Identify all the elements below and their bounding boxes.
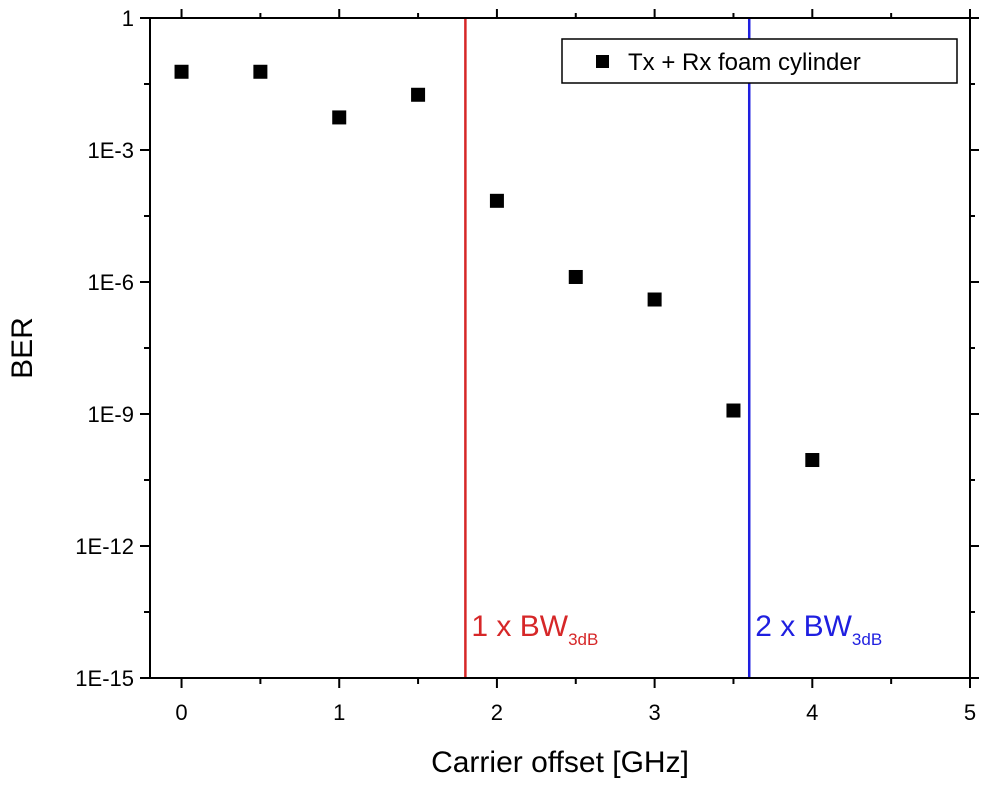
y-tick-label: 1E-12 <box>75 534 134 559</box>
y-tick-label: 1E-3 <box>88 138 134 163</box>
bw-marker-subscript: 3dB <box>852 630 882 649</box>
x-axis-title: Carrier offset [GHz] <box>431 746 689 779</box>
x-tick-label: 4 <box>806 700 818 725</box>
data-points <box>174 64 820 468</box>
data-point <box>411 87 426 102</box>
legend-box <box>561 38 958 84</box>
bw-marker-label-1: 1 x BW3dB <box>471 610 598 649</box>
legend-marker <box>596 55 609 68</box>
annotation-lines: 1 x BW3dB 2 x BW3dB <box>464 18 882 678</box>
y-axis-title: BER <box>6 317 39 379</box>
axis-ticks: 0 1 2 3 4 5 1 1E-3 1E-6 1E-9 1E-12 1E-15 <box>75 6 979 725</box>
x-tick-label: 1 <box>333 700 345 725</box>
y-tick-label: 1E-9 <box>88 402 134 427</box>
data-point <box>805 453 820 468</box>
y-tick-label: 1E-15 <box>75 666 134 691</box>
legend: Tx + Rx foam cylinder <box>561 38 958 84</box>
bw-marker-subscript: 3dB <box>568 630 598 649</box>
data-point <box>726 403 741 418</box>
y-tick-label: 1 <box>122 6 134 31</box>
data-point <box>647 292 662 307</box>
plot-frame <box>149 17 971 679</box>
legend-label: Tx + Rx foam cylinder <box>628 49 861 76</box>
x-tick-label: 2 <box>491 700 503 725</box>
y-tick-label: 1E-6 <box>88 270 134 295</box>
data-point <box>174 64 189 79</box>
data-point <box>489 193 504 208</box>
x-tick-label: 0 <box>175 700 187 725</box>
data-point <box>253 64 268 79</box>
x-tick-label: 5 <box>964 700 976 725</box>
x-tick-label: 3 <box>648 700 660 725</box>
bw-marker-label-2: 2 x BW3dB <box>755 610 882 649</box>
data-point <box>332 110 347 125</box>
data-point <box>568 269 583 284</box>
